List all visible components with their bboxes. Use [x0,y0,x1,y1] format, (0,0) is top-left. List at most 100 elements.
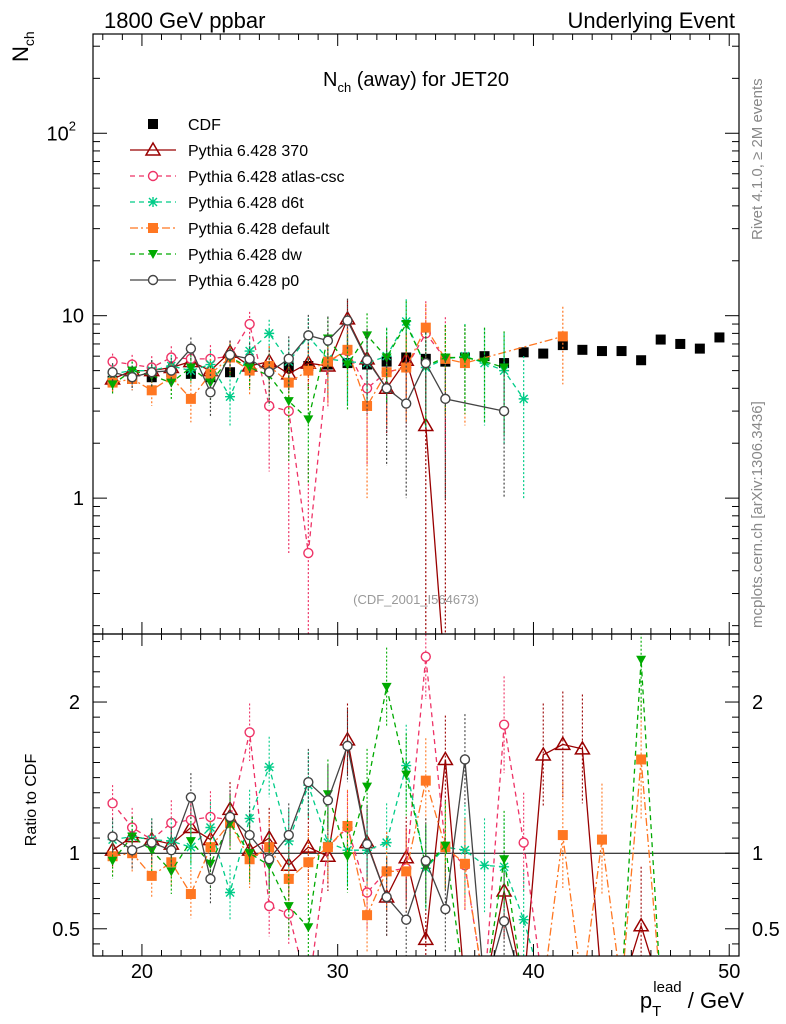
series-6-ratio-point [459,754,471,765]
series-0-point [616,346,627,357]
series-2-ratio-point [107,798,118,809]
series-1-line [112,317,443,634]
series-1-point [438,674,452,686]
series-0-point [596,346,607,357]
series-6-point [401,398,412,409]
series-6-point [146,367,157,378]
series-6-ratio-point [440,903,451,915]
series-3-point [518,393,529,404]
x-label-rest: / GeV [682,988,745,1013]
ratio-y-tick-label-left: 2 [69,692,80,714]
series-6-ratio-point [224,811,236,823]
series-6-ratio-point [146,837,157,848]
series-3-point [225,391,236,402]
series-1-ratio-point [534,746,552,761]
series-5-ratio-point [362,782,373,792]
legend-label-0: CDF [188,117,221,134]
series-0-point [714,332,725,343]
legend-marker-4 [148,223,158,233]
series-2-ratio-point [244,727,255,738]
series-2-ratio-point [263,900,275,912]
series-5-point [303,415,314,425]
series-5-ratio-point [381,682,392,692]
title-N: N [323,69,337,91]
series-6-point [498,405,510,417]
legend-label-5: Pythia 6.428 dw [188,247,302,264]
series-5-ratio-point [185,837,196,847]
series-5-ratio-point [205,859,216,869]
series-5-ratio-point [303,923,314,933]
y-tick-base: 10 [62,306,84,328]
series-5-point [499,363,510,373]
ratio-y-tick-label-left: 1 [69,843,80,865]
series-4-ratio-point [596,834,607,845]
series-2-ratio-point [518,837,529,848]
series-1-ratio-point [632,917,650,932]
series-0-point [675,338,686,349]
series-6-ratio-point [381,891,392,903]
x-axis-label: pTlead / GeV [640,979,744,1020]
series-6-point [303,330,314,341]
x-label-sub: T [652,1003,661,1020]
series-6-point [224,349,236,361]
series-6-ratio-point [107,831,118,842]
series-6-point [322,335,334,346]
series-6-ratio-point [244,829,255,841]
series-2-ratio-point [205,811,216,823]
series-5-point [362,331,373,341]
series-4-ratio-point [185,889,196,900]
series-5-ratio-point [283,902,294,912]
series-0-point [538,348,549,359]
legend: CDF Pythia 6.428 370 Pythia 6.428 atlas-cs… [130,117,345,290]
series-4-point [283,377,294,388]
series-2-ratio-point [361,887,373,898]
series-0-point [577,344,588,355]
series-6-point [420,357,431,369]
series-3-ratio-point [225,887,236,898]
series-6-point [126,372,138,383]
series-2-ratio-point [498,719,510,730]
series-5-ratio-point [107,856,118,866]
series-3-ratio-point [401,760,412,771]
ratio-series-group [93,634,739,956]
y-tick-label: 1 [73,488,84,510]
series-6-ratio-point [420,855,431,866]
ratio-y-tick-label-left: 0.5 [52,919,80,941]
series-1-ratio-point [300,838,317,853]
ratio-y-tick-label-right: 2 [752,692,763,714]
y-tick-base: 1 [73,488,84,510]
series-3-ratio-line [112,764,535,956]
series-3-ratio-point [479,860,490,871]
series-6-ratio-point [498,916,510,927]
series-5-point [283,397,294,407]
legend-marker-5 [148,250,158,259]
series-3-ratio-point [499,861,510,872]
series-3-ratio-point [518,914,529,925]
series-6-ratio-point [342,740,353,752]
svg-text:Nch: Nch [8,31,37,62]
series-6-ratio-point [263,854,275,865]
series-4-point [342,344,353,355]
series-0-point [655,334,666,345]
y-label-N: N [8,46,33,62]
series-5-ratio-point [499,855,510,865]
series-5-ratio-point [244,849,255,859]
main-series-group [104,298,725,686]
y-tick-label: 102 [47,118,76,145]
series-6-point [185,343,197,354]
series-3-ratio-point [185,842,196,853]
series-6-point [107,367,118,378]
series-3-ratio-point [205,822,216,833]
series-6-ratio-point [185,792,197,803]
series-5-point [459,353,470,363]
x-tick-label: 40 [522,961,544,983]
series-6-point [166,365,177,376]
rivet-version: Rivet 4.1.0, ≥ 2M events [749,78,766,240]
series-4-ratio-point [342,820,353,831]
x-tick-label: 50 [718,961,740,983]
series-5-ratio-point [440,841,451,851]
x-tick-label: 20 [131,961,153,983]
series-5-ratio-point [401,770,412,780]
